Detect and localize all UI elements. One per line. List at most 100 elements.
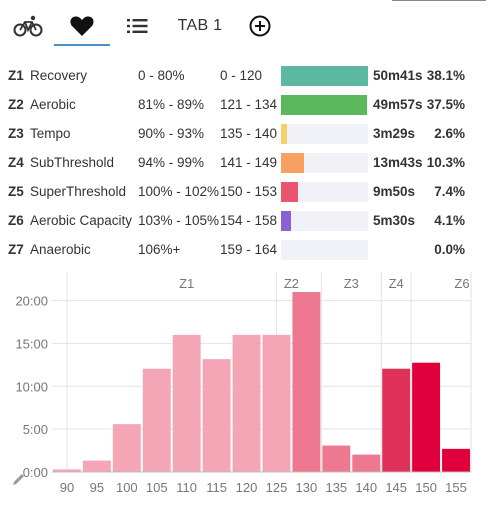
add-circle-icon (248, 14, 272, 38)
tab-bar: TAB 1 (0, 0, 495, 48)
heart-rate-histogram: 0:00 5:00 10:00 15:00 20:00 Z1 Z2 Z3 Z4 Z6 90 95 100… (0, 268, 495, 512)
histogram-bar (82, 460, 111, 472)
zone-share: 37.5% (426, 97, 465, 112)
tab-list[interactable] (116, 8, 160, 44)
zone-bpm-range: 121 - 134 (220, 97, 278, 112)
pencil-icon[interactable] (12, 473, 25, 486)
zone-bpm-range: 135 - 140 (220, 126, 278, 141)
zone-share: 7.4% (434, 184, 465, 199)
histogram-bar (232, 334, 261, 472)
zone-time: 49m57s (373, 97, 423, 112)
zone-time: 13m43s (373, 155, 423, 170)
zone-bpm-range: 150 - 153 (220, 184, 278, 199)
zone-name: Anaerobic (30, 242, 91, 257)
histogram-bar (322, 445, 351, 472)
x-tick-label: 90 (60, 480, 74, 495)
zone-name: Aerobic (30, 97, 76, 112)
zone-percent-range: 94% - 99% (138, 155, 205, 170)
zone-label: Z6 (454, 276, 469, 291)
zone-row-z4: Z4 SubThreshold 94% - 99% 141 - 149 13m4… (0, 149, 495, 177)
zone-bar-fill (281, 211, 291, 231)
zone-bar-track (281, 66, 368, 86)
histogram-bar (352, 454, 381, 472)
zone-name: Tempo (30, 126, 71, 141)
zone-id: Z2 (8, 97, 24, 112)
histogram-bar (412, 362, 441, 472)
histogram-bar (442, 448, 470, 472)
zone-row-z5: Z5 SuperThreshold 100% - 102% 150 - 153 … (0, 178, 495, 206)
x-tick-label: 110 (176, 480, 197, 495)
heart-icon (69, 14, 95, 38)
zone-bar-fill (281, 95, 367, 115)
histogram-bar (53, 469, 81, 472)
zone-percent-range: 0 - 80% (138, 68, 185, 83)
zone-label: Z4 (389, 276, 404, 291)
zone-row-z6: Z6 Aerobic Capacity 103% - 105% 154 - 15… (0, 207, 495, 235)
zone-label: Z3 (344, 276, 359, 291)
zone-percent-range: 106%+ (138, 242, 181, 257)
zone-time: 50m41s (373, 68, 423, 83)
zone-id: Z7 (8, 242, 24, 257)
tab-tab1[interactable]: TAB 1 (170, 8, 230, 44)
x-tick-label: 95 (90, 480, 104, 495)
x-tick-label: 105 (146, 480, 168, 495)
zone-percent-range: 103% - 105% (138, 213, 220, 228)
zone-share: 10.3% (426, 155, 465, 170)
zone-bar-track (281, 240, 368, 260)
zone-row-z2: Z2 Aerobic 81% - 89% 121 - 134 49m57s 37… (0, 91, 495, 119)
x-tick-label: 140 (355, 480, 377, 495)
zone-name: SuperThreshold (30, 184, 127, 199)
zone-bpm-range: 141 - 149 (220, 155, 278, 170)
zone-bar-fill (281, 182, 298, 202)
zone-bpm-range: 0 - 120 (220, 68, 263, 83)
zone-time: 9m50s (373, 184, 416, 199)
zone-bar-track (281, 153, 368, 173)
x-tick-label: 135 (325, 480, 347, 495)
zone-bar-fill (281, 124, 288, 144)
x-tick-label: 145 (385, 480, 407, 495)
x-tick-label: 100 (116, 480, 138, 495)
tab-add[interactable] (242, 8, 278, 44)
tab-heart-rate[interactable] (58, 8, 106, 44)
y-tick-label: 15:00 (15, 336, 48, 351)
zone-row-z7: Z7 Anaerobic 106%+ 159 - 164 0.0% (0, 236, 495, 264)
zone-bar-fill (281, 66, 368, 86)
zone-row-z3: Z3 Tempo 90% - 93% 135 - 140 3m29s 2.6% (0, 120, 495, 148)
histogram-bar (292, 292, 321, 472)
x-tick-label: 120 (236, 480, 258, 495)
zone-name: SubThreshold (30, 155, 115, 170)
zone-bar-track (281, 95, 368, 115)
histogram-svg: 0:00 5:00 10:00 15:00 20:00 Z1 Z2 Z3 Z4 Z6 90 95 100… (12, 272, 472, 495)
zone-row-z1: Z1 Recovery 0 - 80% 0 - 120 50m41s 38.1% (0, 62, 495, 90)
top-divider (392, 0, 486, 1)
x-tick-label: 130 (296, 480, 318, 495)
zone-id: Z3 (8, 126, 24, 141)
zone-label: Z2 (284, 276, 299, 291)
histogram-bar (142, 368, 171, 472)
zone-percent-range: 81% - 89% (138, 97, 205, 112)
zone-percent-range: 100% - 102% (138, 184, 220, 199)
zone-bar-fill (281, 153, 305, 173)
zone-share: 38.1% (426, 68, 465, 83)
zone-id: Z6 (8, 213, 24, 228)
zone-label: Z1 (179, 276, 194, 291)
x-tick-label: 150 (415, 480, 437, 495)
histogram-bar (112, 424, 141, 472)
histogram-bar (202, 359, 231, 472)
zone-name: Aerobic Capacity (30, 213, 133, 228)
zone-bar-track (281, 182, 368, 202)
y-tick-label: 5:00 (23, 422, 48, 437)
y-tick-label: 0:00 (23, 465, 48, 480)
y-tick-label: 20:00 (15, 294, 48, 309)
x-tick-label: 125 (266, 480, 288, 495)
zone-id: Z1 (8, 68, 24, 83)
tab-cycling[interactable] (6, 8, 50, 44)
x-tick-label: 115 (206, 480, 227, 495)
x-tick-label: 155 (445, 480, 467, 495)
zone-time: 3m29s (373, 126, 416, 141)
tab-tab1-label: TAB 1 (177, 17, 223, 34)
active-tab-indicator (54, 44, 110, 46)
histogram-bar (382, 368, 411, 472)
zone-share: 0.0% (434, 242, 465, 257)
zone-name: Recovery (30, 68, 88, 83)
